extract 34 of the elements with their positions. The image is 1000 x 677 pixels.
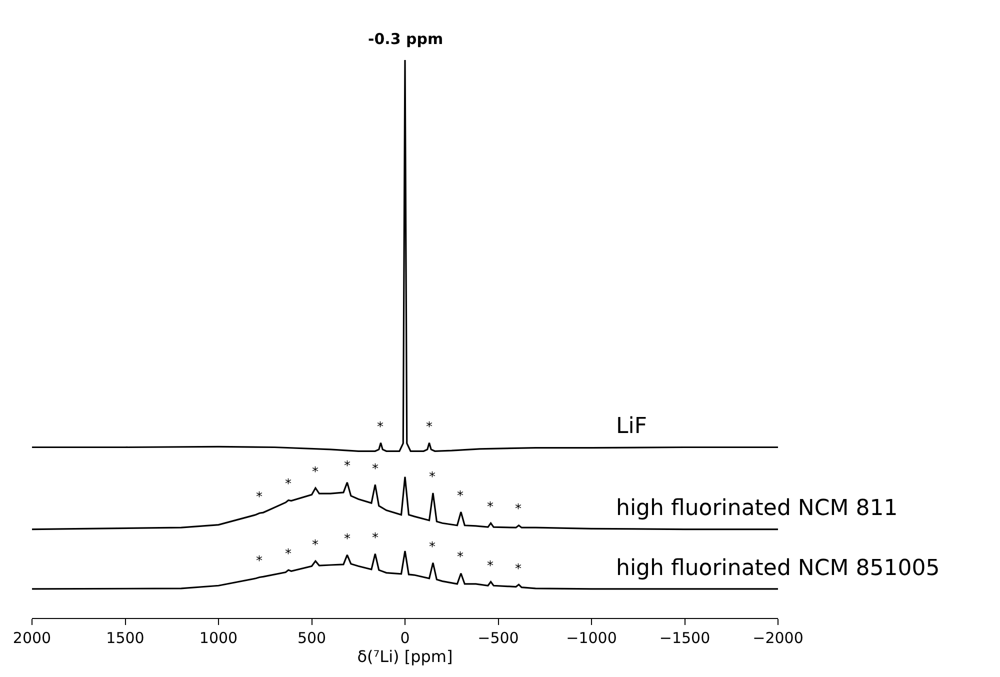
x-tick-label: 0 — [400, 629, 410, 647]
annotation: * — [256, 490, 263, 505]
annotation: * — [285, 477, 292, 492]
x-axis-title: δ(⁷Li) [ppm] — [357, 647, 453, 666]
series-label: high fluorinated NCM 811 — [616, 496, 898, 521]
x-tick-label: 1500 — [106, 629, 144, 647]
annotation: * — [377, 420, 384, 435]
series-label: high fluorinated NCM 851005 — [616, 556, 940, 581]
annotation: * — [344, 532, 351, 547]
series-label: LiF — [616, 414, 648, 439]
annotation: * — [429, 470, 436, 485]
x-tick-label: −500 — [478, 629, 519, 647]
annotation: * — [457, 550, 464, 565]
annotation: * — [487, 500, 494, 515]
annotation: * — [515, 562, 522, 577]
annotation: * — [312, 465, 319, 480]
x-tick-label: 1000 — [199, 629, 238, 647]
x-tick-label: −1000 — [566, 629, 617, 647]
annotation: * — [256, 554, 263, 569]
annotation: * — [457, 489, 464, 504]
annotation: * — [429, 540, 436, 555]
x-tick-label: −1500 — [659, 629, 710, 647]
x-tick-label: −2000 — [752, 629, 804, 647]
annotation: * — [285, 547, 292, 562]
annotation: * — [372, 462, 379, 477]
annotation: * — [487, 559, 494, 574]
annotation: * — [515, 502, 522, 517]
x-tick-label: 2000 — [12, 629, 52, 647]
annotation: * — [344, 459, 351, 474]
annotation: -0.3 ppm — [368, 30, 444, 48]
annotation: * — [312, 538, 319, 553]
annotation: * — [372, 531, 379, 546]
x-tick-label: 500 — [297, 629, 326, 647]
annotation: * — [426, 420, 433, 435]
